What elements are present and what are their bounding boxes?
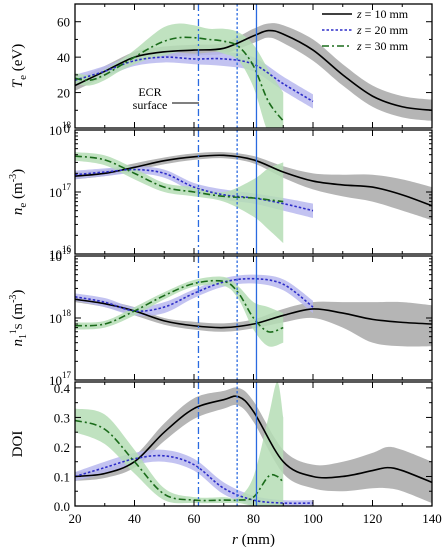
legend-var: z bbox=[356, 39, 362, 53]
band-n1S-series-1 bbox=[75, 274, 313, 316]
line-ne-series-1 bbox=[75, 168, 314, 212]
band-ne-series-2 bbox=[75, 152, 284, 244]
legend-var: z bbox=[356, 23, 362, 37]
ylabel-ne: ne (m-3) bbox=[8, 169, 29, 215]
legend-entry-2: z = 30 mm bbox=[356, 39, 409, 53]
ylabel-unit: (m bbox=[10, 303, 26, 324]
ytick-exp: 18 bbox=[62, 120, 72, 130]
ytick-label: 1019 bbox=[49, 246, 72, 264]
ytick-label: 1018 bbox=[49, 120, 72, 138]
line-n1S-series-1 bbox=[75, 277, 314, 312]
ytick-label: 1017 bbox=[49, 370, 72, 388]
ylabel-main: T bbox=[10, 78, 26, 88]
legend-var: z bbox=[356, 7, 362, 21]
ylabel-close: ) bbox=[10, 290, 26, 295]
plot-area-Te bbox=[75, 4, 432, 128]
ylabel-n1S: n11S (m-3) bbox=[8, 290, 29, 347]
line-DOI-series-1 bbox=[75, 454, 314, 505]
ylabel-close: ) bbox=[10, 169, 26, 174]
ytick-base: 10 bbox=[49, 247, 62, 262]
plot-area-n1S bbox=[75, 256, 432, 380]
ylabel-Te: Te (eV) bbox=[10, 44, 29, 88]
legend-entry-0: z = 10 mm bbox=[356, 7, 409, 21]
ylabel-main: n bbox=[10, 208, 26, 216]
ylabel-sup: 1 bbox=[8, 329, 18, 334]
xlabel-unit: (mm) bbox=[238, 532, 275, 548]
band-n1S-series-2 bbox=[75, 276, 284, 347]
ylabel-unit: (m bbox=[10, 182, 26, 203]
band-DOI-series-0 bbox=[75, 387, 432, 504]
xtick-label: 60 bbox=[188, 511, 201, 526]
ylabel-unit: (eV) bbox=[10, 44, 26, 75]
ylabel-sub: e bbox=[17, 75, 29, 80]
line-DOI-series-0 bbox=[75, 395, 432, 484]
ytick-label: 0.1 bbox=[54, 469, 70, 484]
legend-text: = 20 mm bbox=[362, 23, 409, 37]
ytick-label: 1016 bbox=[49, 244, 72, 262]
xlabel-var: r bbox=[232, 532, 238, 548]
xtick-label: 100 bbox=[303, 511, 323, 526]
panel-DOI: 0.0 0.1 0.2 0.3 0.4 DOI 20 40 60 80 100 120 140 r (mm… bbox=[10, 381, 442, 548]
line-Te-series-0 bbox=[75, 29, 432, 112]
ytick-label: 1017 bbox=[49, 182, 72, 200]
ytick-exp: 16 bbox=[62, 244, 72, 254]
band-DOI-series-2 bbox=[75, 382, 284, 506]
line-Te-series-2 bbox=[75, 36, 284, 122]
ytick-label: 0 bbox=[64, 121, 71, 136]
plot-area-ne bbox=[75, 130, 432, 254]
plot-area-DOI bbox=[75, 382, 432, 506]
ytick-label: 0.4 bbox=[54, 381, 71, 396]
legend-entry-1: z = 20 mm bbox=[356, 23, 409, 37]
xtick-label: 120 bbox=[363, 511, 383, 526]
ytick-label: 0.2 bbox=[54, 440, 70, 455]
ylabel-sub: 1 bbox=[18, 334, 29, 339]
ytick-exp: 17 bbox=[62, 182, 72, 192]
ytick-label: 0.3 bbox=[54, 410, 70, 425]
ytick-exp: 18 bbox=[62, 308, 72, 318]
band-ne-series-1 bbox=[75, 166, 313, 219]
band-Te-series-2 bbox=[75, 23, 284, 128]
ylabel-sub: e bbox=[17, 203, 29, 208]
ytick-base: 10 bbox=[49, 373, 62, 388]
xtick-label: 140 bbox=[422, 511, 442, 526]
xtick-label: 80 bbox=[247, 511, 260, 526]
line-ne-series-2 bbox=[75, 155, 284, 203]
ytick-label: 0.0 bbox=[54, 499, 70, 514]
ytick-label: 40 bbox=[57, 50, 70, 65]
ytick-label: 60 bbox=[57, 15, 70, 30]
ylabel-exp: -3 bbox=[8, 295, 19, 303]
xlabel: r (mm) bbox=[232, 532, 275, 548]
ytick-label: 1018 bbox=[49, 308, 72, 326]
ytick-exp: 19 bbox=[62, 246, 72, 256]
ytick-label: 20 bbox=[57, 86, 70, 101]
xtick-label: 40 bbox=[128, 511, 141, 526]
ytick-base: 10 bbox=[49, 123, 62, 138]
ylabel-s: S bbox=[13, 323, 25, 329]
ytick-base: 10 bbox=[49, 185, 62, 200]
line-Te-series-1 bbox=[75, 56, 314, 103]
line-n1S-series-2 bbox=[75, 279, 284, 333]
ylabel-DOI: DOI bbox=[10, 431, 26, 458]
ytick-base: 10 bbox=[49, 311, 62, 326]
legend: z = 10 mmz = 20 mmz = 30 mm bbox=[322, 7, 409, 53]
ytick-base: 10 bbox=[49, 249, 62, 264]
legend-text: = 10 mm bbox=[362, 7, 409, 21]
legend-text: = 30 mm bbox=[362, 39, 409, 53]
ylabel-main: n bbox=[10, 339, 26, 347]
ylabel-text: DOI bbox=[10, 431, 26, 458]
line-ne-series-0 bbox=[75, 154, 432, 207]
annotation-line2: surface bbox=[133, 98, 168, 112]
ylabel-exp: -3 bbox=[8, 174, 19, 182]
ytick-exp: 17 bbox=[62, 370, 72, 380]
annotation-line1: ECR bbox=[138, 85, 161, 99]
xtick-label: 20 bbox=[69, 511, 82, 526]
line-DOI-series-2 bbox=[75, 419, 284, 502]
